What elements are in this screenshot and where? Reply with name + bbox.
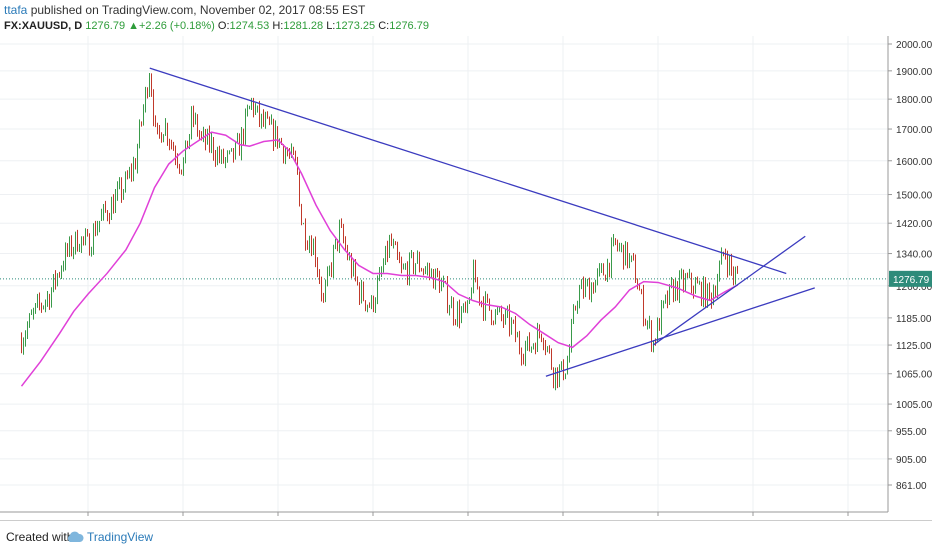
- last-price-badge: [889, 270, 932, 287]
- y-tick-label: 1420.00: [896, 219, 932, 230]
- y-tick-label: 1600.00: [896, 157, 932, 168]
- y-tick-label: 905.00: [896, 455, 927, 466]
- last-price-badge-label: 1276.79: [893, 275, 930, 286]
- y-tick-label: 1340.00: [896, 250, 932, 261]
- author-link[interactable]: ttafa: [4, 3, 28, 17]
- open-value: 1274.53: [229, 20, 270, 32]
- symbol-label[interactable]: FX:XAUUSD, D: [4, 20, 83, 32]
- ohlc-legend: FX:XAUUSD, D 1276.79 ▲+2.26 (+0.18%) O:1…: [4, 20, 429, 32]
- close-value: 1276.79: [389, 20, 429, 32]
- y-tick-label: 1065.00: [896, 370, 932, 381]
- trend-line[interactable]: [652, 235, 806, 346]
- published-text: published on TradingView.com, November 0…: [30, 3, 366, 17]
- x-tick-label: 2017: [647, 519, 670, 520]
- y-tick-label: 1125.00: [896, 341, 932, 352]
- y-tick-label: 1800.00: [896, 95, 932, 106]
- created-with-text: Created with: [6, 530, 74, 544]
- x-tick-label: 2012: [172, 519, 195, 520]
- footer: Created with TradingView: [0, 520, 932, 551]
- y-tick-label: 1260.00: [896, 282, 932, 293]
- moving-average-line: [20, 131, 739, 387]
- candles: [21, 72, 738, 391]
- y-tick-label: 861.00: [896, 481, 927, 492]
- y-tick-label: 2000.00: [896, 40, 932, 51]
- price-chart[interactable]: 2000.00 1900.00 1800.00 1700.00 1600.00 1500.…: [0, 36, 932, 520]
- y-tick-label: 1005.00: [896, 400, 932, 411]
- y-tick-label: 1900.00: [896, 67, 932, 78]
- chart-header: ttafa published on TradingView.com, Nove…: [0, 0, 932, 36]
- x-tick-label: 2015: [457, 519, 480, 520]
- tradingview-brand-link[interactable]: TradingView: [87, 530, 154, 544]
- trend-line[interactable]: [149, 67, 787, 275]
- y-tick-label: 1185.00: [896, 314, 932, 325]
- x-tick-label: 2013: [267, 519, 290, 520]
- last-price: 1276.79: [85, 20, 126, 32]
- x-tick-label: 2019: [837, 519, 860, 520]
- open-label: O:: [217, 20, 230, 32]
- trend-line[interactable]: [545, 287, 815, 377]
- x-tick-label: 2014: [362, 519, 385, 520]
- tradingview-cloud-icon: [67, 531, 84, 542]
- high-label: H:: [272, 20, 284, 32]
- x-tick-label: 2016: [552, 519, 575, 520]
- close-label: C:: [378, 20, 390, 32]
- price-change: ▲+2.26 (+0.18%): [128, 20, 215, 32]
- x-tick-label: 2011: [77, 519, 99, 520]
- low-label: L:: [326, 20, 336, 32]
- low-value: 1273.25: [335, 20, 376, 32]
- high-value: 1281.28: [283, 20, 324, 32]
- y-tick-label: 955.00: [896, 427, 927, 438]
- publish-info: ttafa published on TradingView.com, Nove…: [4, 3, 365, 17]
- y-tick-label: 1500.00: [896, 191, 932, 202]
- y-tick-label: 1700.00: [896, 125, 932, 136]
- x-tick-label: 2018: [742, 519, 765, 520]
